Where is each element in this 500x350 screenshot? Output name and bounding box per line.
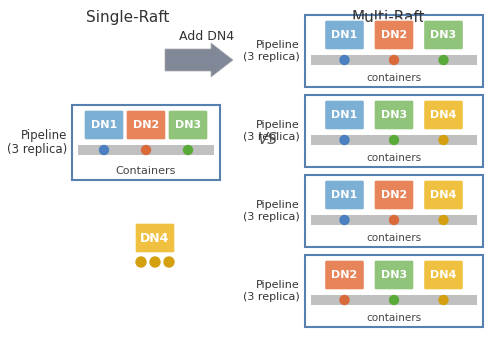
FancyBboxPatch shape [374, 180, 414, 210]
Text: DN1: DN1 [332, 30, 357, 40]
FancyBboxPatch shape [424, 100, 464, 130]
Circle shape [100, 146, 108, 154]
FancyBboxPatch shape [324, 20, 364, 50]
Text: DN2: DN2 [381, 30, 407, 40]
FancyBboxPatch shape [126, 110, 166, 140]
Bar [311, 135, 477, 145]
Bar [78, 145, 214, 155]
FancyBboxPatch shape [324, 100, 364, 130]
FancyBboxPatch shape [424, 20, 464, 50]
Text: DN2: DN2 [381, 190, 407, 200]
Text: DN4: DN4 [430, 270, 456, 280]
FancyBboxPatch shape [424, 260, 464, 290]
FancyBboxPatch shape [374, 100, 414, 130]
Text: DN4: DN4 [140, 231, 170, 245]
FancyBboxPatch shape [374, 260, 414, 290]
Bar [305, 95, 483, 167]
Text: DN2: DN2 [332, 270, 357, 280]
Text: DN3: DN3 [430, 30, 456, 40]
Text: Pipeline
(3 replica): Pipeline (3 replica) [243, 280, 300, 302]
Circle shape [136, 257, 146, 267]
Text: DN1: DN1 [332, 110, 357, 120]
Circle shape [390, 216, 398, 224]
Circle shape [390, 295, 398, 304]
Text: Single-Raft: Single-Raft [86, 10, 170, 25]
Text: DN4: DN4 [430, 190, 456, 200]
Circle shape [390, 56, 398, 64]
Circle shape [142, 146, 150, 154]
Text: Pipeline
(3 replica): Pipeline (3 replica) [7, 128, 67, 156]
Text: DN3: DN3 [381, 110, 407, 120]
Text: Pipeline
(3 replica): Pipeline (3 replica) [243, 40, 300, 62]
Text: DN3: DN3 [381, 270, 407, 280]
Text: containers: containers [366, 73, 422, 83]
Circle shape [439, 56, 448, 64]
Text: DN2: DN2 [133, 120, 159, 130]
Text: Containers: Containers [116, 166, 176, 176]
Text: Pipeline
(3 replica): Pipeline (3 replica) [243, 200, 300, 222]
Bar [305, 175, 483, 247]
FancyBboxPatch shape [324, 260, 364, 290]
FancyBboxPatch shape [84, 110, 124, 140]
FancyBboxPatch shape [135, 223, 175, 253]
Text: DN1: DN1 [332, 190, 357, 200]
Circle shape [340, 216, 349, 224]
Text: DN3: DN3 [175, 120, 201, 130]
Circle shape [164, 257, 174, 267]
FancyBboxPatch shape [374, 20, 414, 50]
Text: Pipeline
(3 replica): Pipeline (3 replica) [243, 120, 300, 142]
Bar [305, 15, 483, 87]
Text: Multi-Raft: Multi-Raft [351, 10, 425, 25]
Text: Add DN4: Add DN4 [180, 30, 234, 43]
Text: containers: containers [366, 313, 422, 323]
FancyBboxPatch shape [424, 180, 464, 210]
Text: containers: containers [366, 153, 422, 163]
FancyBboxPatch shape [168, 110, 208, 140]
Circle shape [150, 257, 160, 267]
Circle shape [439, 135, 448, 145]
Text: DN1: DN1 [91, 120, 117, 130]
FancyArrow shape [165, 43, 233, 77]
Circle shape [340, 135, 349, 145]
Bar [305, 255, 483, 327]
Circle shape [340, 295, 349, 304]
Bar [72, 105, 220, 180]
Text: containers: containers [366, 233, 422, 243]
Circle shape [184, 146, 192, 154]
Bar [311, 55, 477, 65]
Bar [311, 295, 477, 305]
FancyBboxPatch shape [324, 180, 364, 210]
Text: DN4: DN4 [430, 110, 456, 120]
Circle shape [439, 295, 448, 304]
Bar [311, 215, 477, 225]
Circle shape [439, 216, 448, 224]
Circle shape [340, 56, 349, 64]
Circle shape [390, 135, 398, 145]
Text: VS: VS [258, 133, 278, 147]
